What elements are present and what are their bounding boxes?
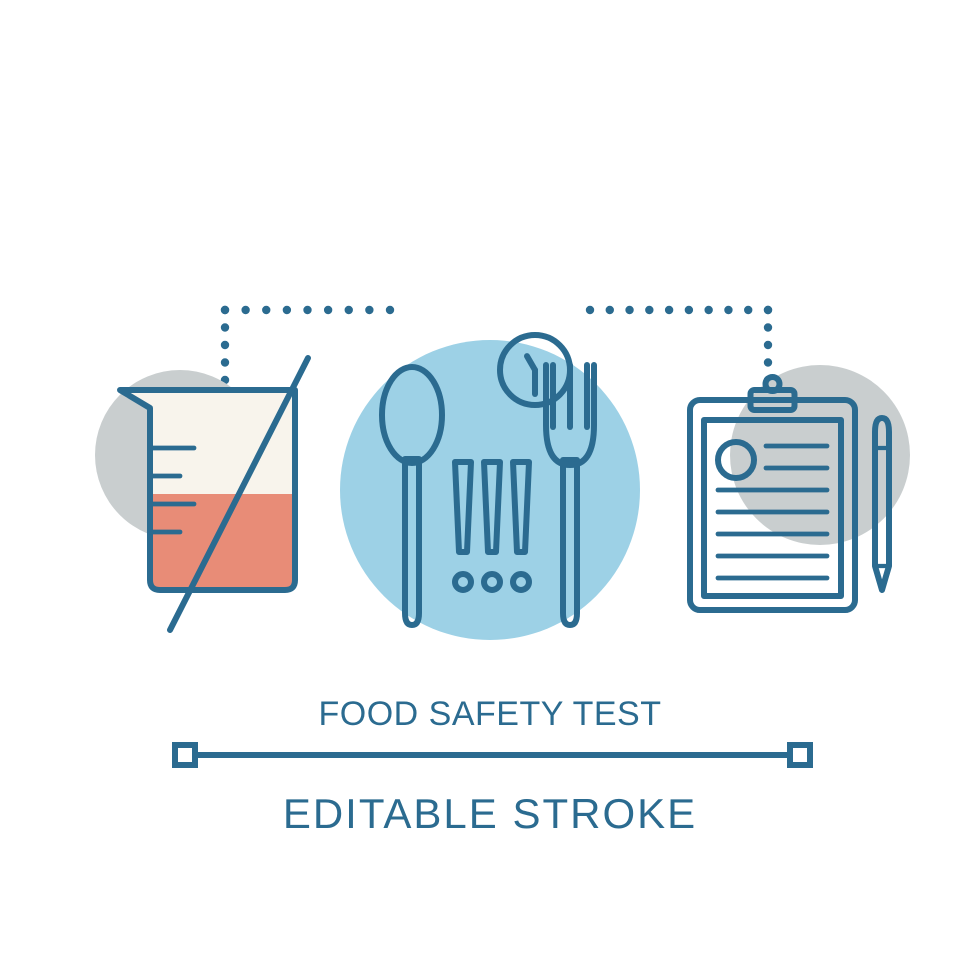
infographic-subtitle: EDITABLE STROKE	[0, 790, 980, 838]
infographic-stage: FOOD SAFETY TEST EDITABLE STROKE	[0, 0, 980, 980]
infographic-title: FOOD SAFETY TEST	[0, 695, 980, 734]
